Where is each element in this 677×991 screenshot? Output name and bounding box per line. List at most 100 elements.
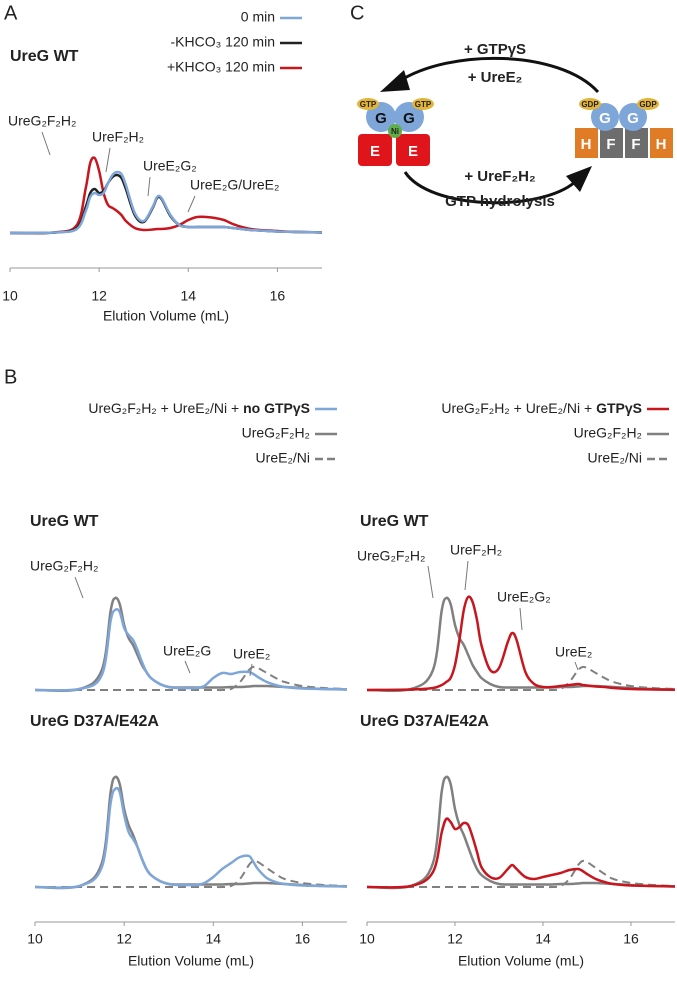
data-line (366, 775, 676, 890)
annotation-leader (105, 147, 111, 173)
data-line (34, 786, 348, 889)
nucleotide (412, 98, 434, 110)
subunit-label: F (631, 136, 640, 153)
subunit (396, 134, 430, 166)
data-line (366, 665, 676, 692)
subunit (619, 103, 647, 131)
annotation-leader (184, 660, 191, 674)
data-line (9, 156, 323, 235)
subunit-label: G (627, 110, 639, 127)
subunit (575, 128, 598, 158)
nickel (388, 124, 402, 138)
data-line (366, 596, 676, 692)
data-line (34, 859, 348, 889)
arrow-label: + GTPγS (464, 41, 526, 58)
legend-label: UreE₂/Ni (588, 450, 642, 466)
annotation-leader (574, 661, 579, 671)
arrowhead (566, 166, 592, 192)
subunit-label: H (581, 136, 592, 153)
annotation: UreG₂F₂H₂ (8, 113, 76, 129)
data-line (34, 608, 348, 692)
annotation: UreE₂ (555, 644, 592, 660)
x-tick-label: 12 (91, 288, 107, 304)
arrow (403, 171, 576, 205)
data-line (366, 859, 676, 889)
x-tick-label: 16 (295, 931, 311, 947)
subunit-label: E (370, 143, 380, 160)
arrow-label: + UreF₂H₂ (464, 168, 535, 185)
subunit (600, 128, 623, 158)
x-tick-label: 14 (180, 288, 196, 304)
chart-title: UreG WT (30, 513, 99, 530)
annotation-leader (147, 176, 151, 197)
legend-label: UreG₂F₂H₂ (574, 425, 642, 441)
annotation: UreG₂F₂H₂ (357, 548, 425, 564)
data-line (9, 170, 323, 235)
subunit (394, 102, 424, 132)
legend-label: UreG₂F₂H₂ + UreE₂/Ni + no GTPγS (88, 400, 310, 416)
subunit-label: G (375, 110, 387, 127)
data-line (34, 665, 348, 692)
x-tick-label: 10 (27, 931, 43, 947)
annotation: UreE₂ (233, 646, 270, 662)
arrow (397, 56, 600, 94)
x-tick-label: 12 (447, 931, 463, 947)
nucleotide-label: GDP (639, 100, 657, 109)
legend-label: UreG₂F₂H₂ (242, 425, 310, 441)
subunit-label: G (599, 110, 611, 127)
chart-title: UreG WT (10, 48, 79, 65)
annotation-leader (187, 195, 196, 213)
subunit-label: F (606, 136, 615, 153)
nucleotide (637, 98, 659, 110)
subunit (650, 128, 673, 158)
annotation: UreE₂G₂ (143, 158, 197, 174)
x-tick-label: 16 (623, 931, 639, 947)
annotation-leader (519, 607, 523, 631)
x-tick-label: 10 (359, 931, 375, 947)
x-axis-label: Elution Volume (mL) (458, 953, 584, 969)
annotation-leader (427, 565, 434, 599)
subunit (366, 102, 396, 132)
panel-label: A (4, 2, 18, 24)
chart-title: UreG WT (360, 513, 429, 530)
x-tick-label: 12 (116, 931, 132, 947)
annotation: UreG₂F₂H₂ (30, 558, 98, 574)
nucleotide-label: GTP (360, 100, 377, 109)
nucleotide-label: GTP (415, 100, 432, 109)
subunit (358, 134, 392, 166)
chart-title: UreG D37A/E42A (360, 713, 489, 730)
legend-label: UreE₂/Ni (256, 450, 310, 466)
annotation-leader (74, 576, 84, 599)
annotation-leader (41, 131, 51, 156)
x-tick-label: 16 (270, 288, 286, 304)
x-axis-label: Elution Volume (mL) (128, 953, 254, 969)
data-line (366, 595, 676, 692)
legend-label: -KHCO₃ 120 min (170, 34, 275, 50)
data-line (366, 817, 676, 889)
arrow-label: + UreE₂ (468, 69, 523, 86)
chart-title: UreG D37A/E42A (30, 713, 159, 730)
x-tick-label: 14 (535, 931, 551, 947)
legend-label: UreG₂F₂H₂ + UreE₂/Ni + GTPγS (441, 400, 642, 416)
x-tick-label: 14 (205, 931, 221, 947)
annotation-leader (249, 663, 253, 677)
diagram: + GTPγS + UreE₂ + UreF₂H₂ GTP hydrolysis… (357, 41, 673, 210)
nucleotide-label: GDP (581, 100, 599, 109)
nucleotide (579, 98, 601, 110)
arrow-label: GTP hydrolysis (445, 193, 555, 210)
panel-label: B (4, 366, 17, 388)
legend-label: +KHCO₃ 120 min (167, 59, 275, 75)
x-tick-label: 10 (2, 288, 18, 304)
arrowhead (380, 70, 410, 92)
x-axis-label: Elution Volume (mL) (103, 308, 229, 324)
annotation: UreE₂G (163, 643, 211, 659)
panel-label: C (350, 2, 364, 24)
subunit (591, 103, 619, 131)
subunit (625, 128, 648, 158)
subunit-label: H (656, 136, 667, 153)
data-line (34, 775, 348, 890)
subunit-label: E (408, 143, 418, 160)
nickel-label: Ni (391, 127, 399, 136)
annotation-leader (464, 560, 469, 591)
